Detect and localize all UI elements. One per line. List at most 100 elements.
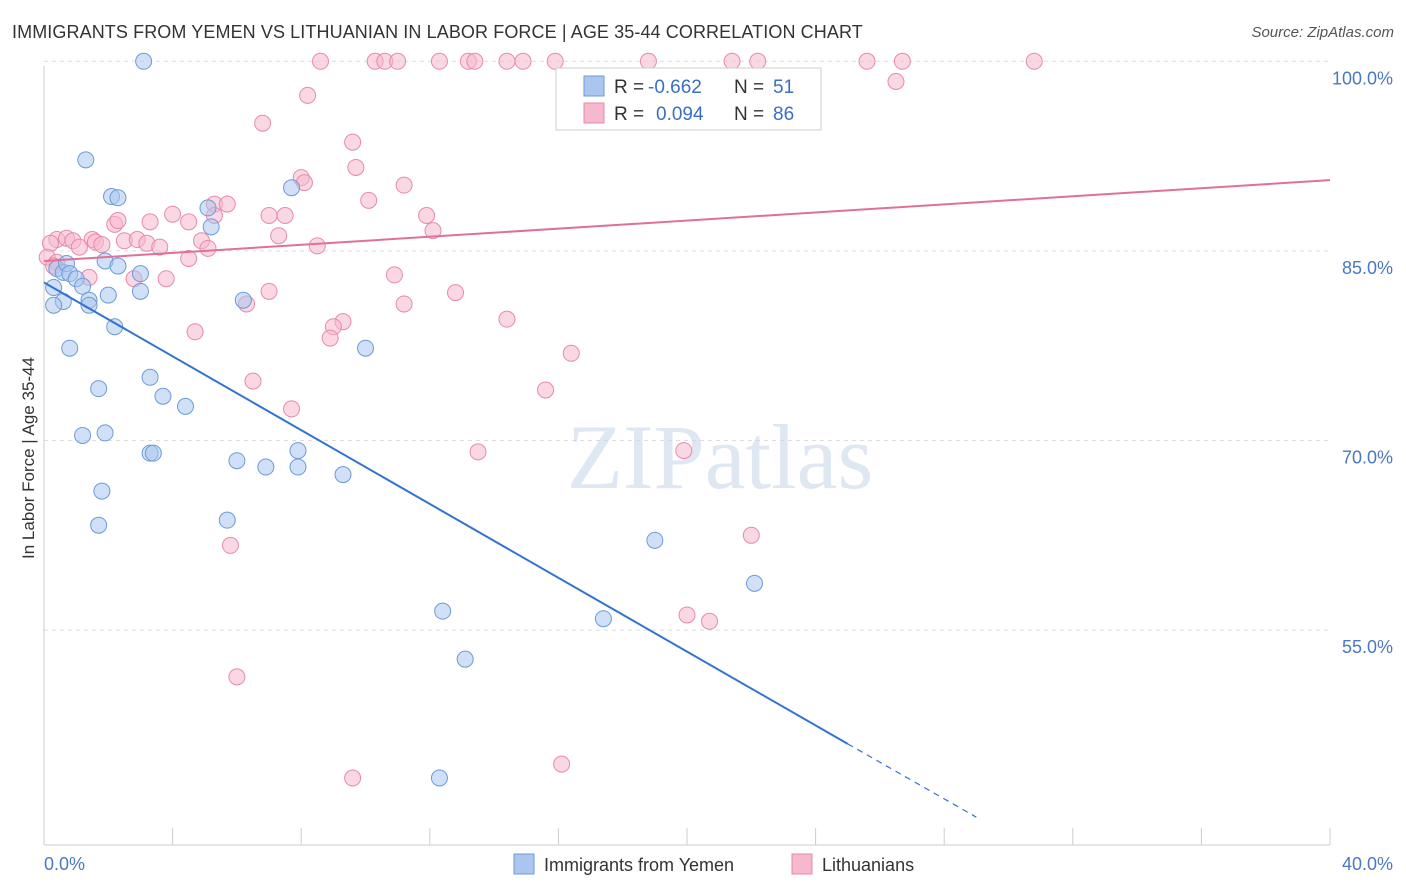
lithuanians-point	[218, 195, 236, 213]
lithuanians-point	[389, 52, 407, 70]
lithuanians-points	[38, 52, 1043, 787]
lithuanians-point	[675, 442, 693, 460]
lithuanians-point	[260, 282, 278, 300]
lithuanians-point	[385, 266, 403, 284]
lithuanians-point	[180, 213, 198, 231]
yemen-point	[109, 257, 127, 275]
stats-n-value-2: 86	[773, 104, 794, 125]
lithuanians-point	[553, 755, 571, 773]
lithuanians-point	[276, 206, 294, 224]
lithuanians-trend-line	[43, 179, 1331, 263]
yemen-point	[77, 151, 95, 169]
yemen-point	[202, 218, 220, 236]
yemen-point	[74, 426, 92, 444]
lithuanians-point	[749, 52, 767, 70]
y-tick-labels: 55.0% 70.0% 85.0% 100.0%	[1332, 68, 1393, 657]
lithuanians-point	[260, 206, 278, 224]
yemen-trend-extension	[847, 743, 977, 818]
yemen-point	[257, 458, 275, 476]
stats-r-label-2: R =	[614, 104, 644, 125]
yemen-point	[289, 442, 307, 460]
y-tick-label: 55.0%	[1342, 637, 1393, 657]
lithuanians-point	[244, 372, 262, 390]
stats-blue-swatch	[583, 75, 605, 97]
y-tick-label: 70.0%	[1342, 448, 1393, 468]
stats-r-label-1: R =	[614, 77, 644, 98]
x-tick-label-min: 0.0%	[44, 854, 85, 874]
y-tick-label: 85.0%	[1342, 258, 1393, 278]
yemen-point	[594, 610, 612, 628]
yemen-point	[99, 286, 117, 304]
lithuanians-point	[498, 52, 516, 70]
lithuanians-point	[270, 227, 288, 245]
yemen-point	[80, 296, 98, 314]
yemen-point	[109, 189, 127, 207]
lithuanians-point	[678, 606, 696, 624]
x-tick-label-max: 40.0%	[1342, 854, 1393, 874]
lithuanians-point	[228, 668, 246, 686]
lithuanians-point	[395, 295, 413, 313]
yemen-point	[234, 291, 252, 309]
yemen-point	[228, 452, 246, 470]
yemen-point	[456, 650, 474, 668]
legend-lithuanians-label: Lithuanians	[822, 855, 914, 875]
yemen-point	[199, 199, 217, 217]
lithuanians-point	[514, 52, 532, 70]
lithuanians-point	[254, 114, 272, 132]
lithuanians-point	[180, 249, 198, 267]
trend-lines	[43, 179, 1331, 818]
stats-r-value-2: 0.094	[656, 104, 704, 125]
lithuanians-point	[186, 323, 204, 341]
lithuanians-point	[742, 526, 760, 544]
watermark: ZIPatlas	[567, 406, 874, 508]
legend-yemen-swatch	[513, 853, 535, 875]
stats-legend-box: R = -0.662 N = 51 R = 0.094 N = 86	[555, 67, 822, 131]
lithuanians-point	[430, 52, 448, 70]
yemen-point	[283, 179, 301, 197]
lithuanians-point	[887, 73, 905, 91]
yemen-point	[96, 424, 114, 442]
lithuanians-point	[93, 236, 111, 254]
lithuanians-point	[308, 237, 326, 255]
stats-n-label-1: N =	[734, 77, 764, 98]
lithuanians-point	[498, 310, 516, 328]
yemen-point	[90, 380, 108, 398]
lithuanians-point	[424, 222, 442, 240]
lithuanians-point	[151, 238, 169, 256]
yemen-point	[746, 574, 764, 592]
stats-pink-swatch	[583, 102, 605, 124]
lithuanians-point	[546, 52, 564, 70]
lithuanians-point	[221, 536, 239, 554]
stats-r-value-1: -0.662	[648, 77, 702, 98]
lithuanians-point	[164, 205, 182, 223]
lithuanians-point	[701, 612, 719, 630]
lithuanians-point	[344, 133, 362, 151]
lithuanians-point	[109, 212, 127, 230]
lithuanians-point	[447, 284, 465, 302]
yemen-point	[131, 265, 149, 283]
yemen-point	[131, 282, 149, 300]
yemen-point	[135, 52, 153, 70]
lithuanians-point	[283, 400, 301, 418]
lithuanians-point	[141, 213, 159, 231]
lithuanians-point	[199, 239, 217, 257]
grid-lines	[44, 60, 1330, 631]
legend-yemen-label: Immigrants from Yemen	[544, 855, 734, 875]
source-label: Source: ZipAtlas.com	[1251, 24, 1394, 41]
lithuanians-point	[1025, 52, 1043, 70]
lithuanians-point	[347, 158, 365, 176]
lithuanians-point	[858, 52, 876, 70]
yemen-point	[61, 339, 79, 357]
lithuanians-point	[723, 52, 741, 70]
yemen-point	[334, 466, 352, 484]
yemen-point	[176, 397, 194, 415]
yemen-point	[93, 482, 111, 500]
lithuanians-point	[537, 381, 555, 399]
yemen-point	[90, 516, 108, 534]
lithuanians-point	[311, 52, 329, 70]
lithuanians-point	[395, 176, 413, 194]
yemen-point	[154, 387, 172, 405]
yemen-point	[434, 602, 452, 620]
lithuanians-point	[70, 238, 88, 256]
